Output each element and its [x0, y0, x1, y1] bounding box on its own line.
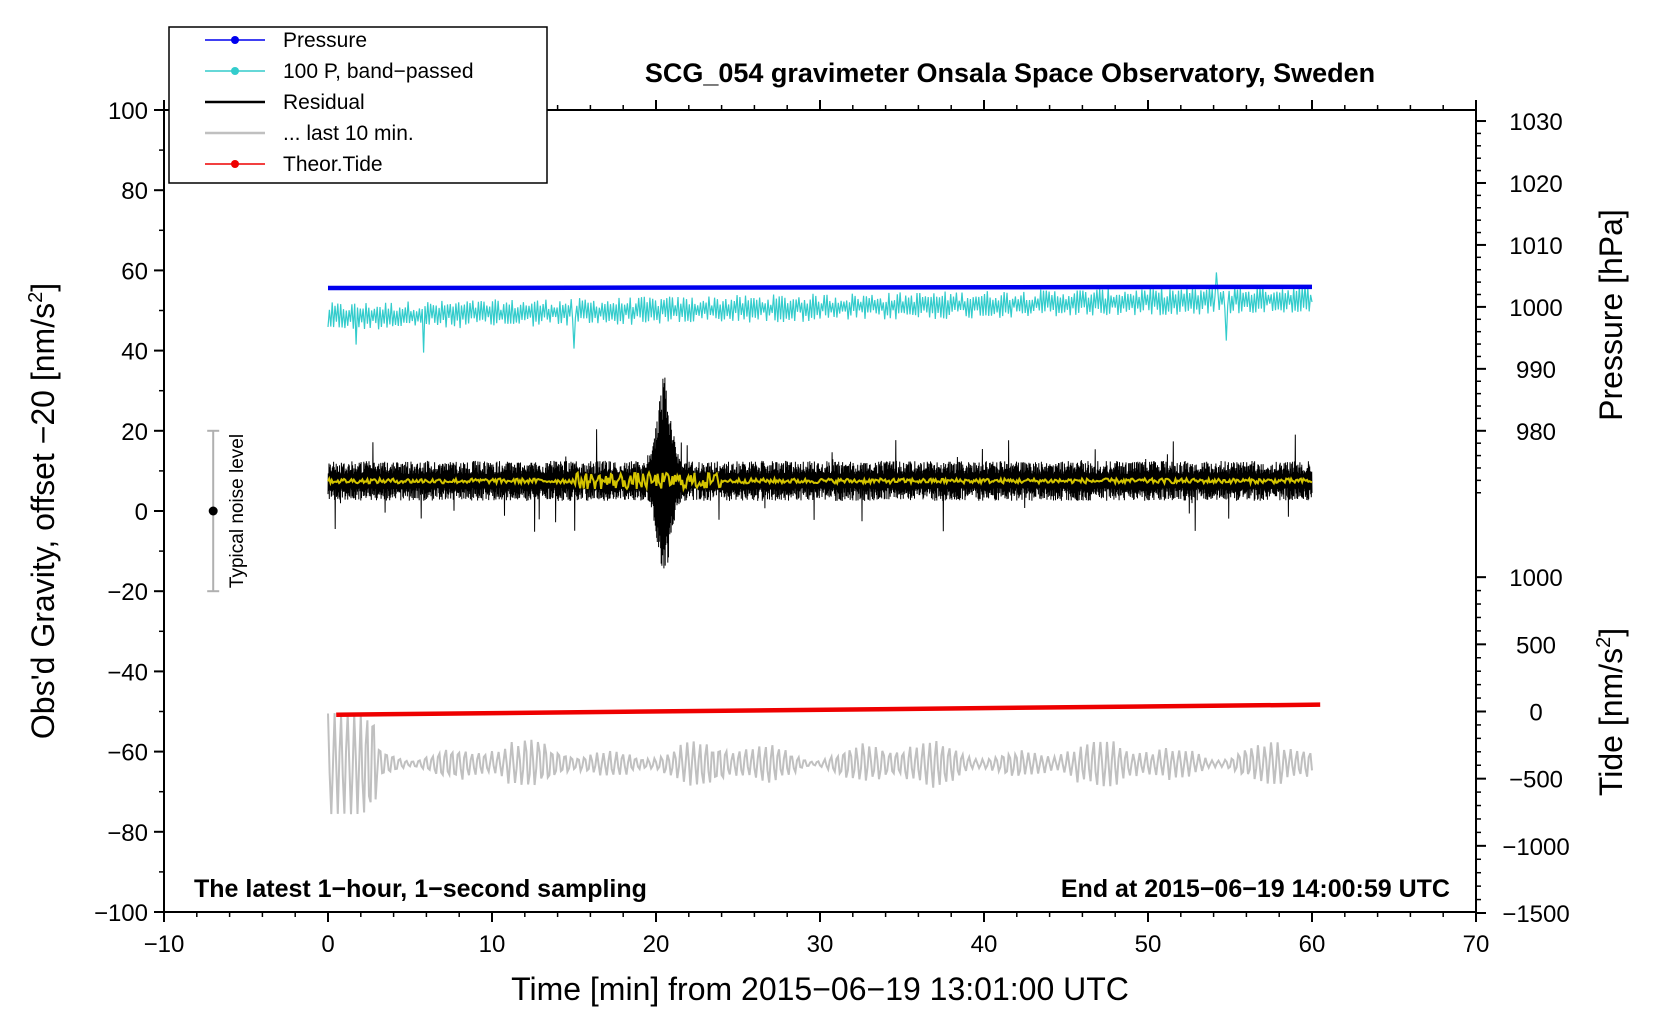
pressure-axis: 980 990 1000 1010 1020 1030: [1476, 109, 1563, 494]
y-tick-label: 20: [121, 419, 148, 446]
y-tick-label: −60: [107, 740, 148, 767]
pressure-tick-label: 1010: [1509, 233, 1562, 260]
pressure-tick-label: 990: [1516, 357, 1556, 384]
tide-axis: 1000 500 0 −500 −1000 −1500: [1476, 565, 1570, 928]
legend-label: Pressure: [283, 29, 367, 52]
tide-tick-label: −1500: [1502, 901, 1569, 928]
chart-title: SCG_054 gravimeter Onsala Space Observat…: [645, 58, 1375, 88]
series-layer: [327, 272, 1321, 815]
tide-tick-label: 1000: [1509, 565, 1562, 592]
legend-label: Theor.Tide: [283, 153, 383, 176]
y-tick-label: 60: [121, 258, 148, 285]
tide-tick-label: −500: [1509, 767, 1563, 794]
legend-marker: [231, 36, 239, 44]
pressure-tick-label: 1000: [1509, 295, 1562, 322]
x-tick-label: 70: [1463, 931, 1490, 958]
last-10-min-line: [327, 713, 1313, 815]
x-tick-label: 20: [643, 931, 670, 958]
legend-label: ... last 10 min.: [283, 122, 414, 145]
band-passed-pressure-line: [327, 272, 1313, 353]
noise-center-dot: [208, 506, 218, 516]
y-tick-label: −20: [107, 579, 148, 606]
y-tick-label: 40: [121, 339, 148, 366]
end-time-note: End at 2015−06−19 14:00:59 UTC: [1061, 875, 1450, 903]
x-tick-label: 0: [321, 931, 334, 958]
y-tick-label: −100: [94, 900, 148, 927]
x-tick-label: 10: [479, 931, 506, 958]
x-tick-label: 50: [1135, 931, 1162, 958]
plot-frame: [163, 109, 1477, 913]
tide-tick-label: −1000: [1502, 834, 1569, 861]
theor-tide-line: [336, 702, 1321, 717]
x-axis: −10 0 10 20 30 40 50 60 70: [144, 100, 1490, 958]
pressure-tick-label: 980: [1516, 419, 1556, 446]
tide-tick-label: 0: [1529, 700, 1542, 727]
legend-marker: [231, 67, 239, 75]
tide-axis-title: Tide [nm/s2]: [1593, 628, 1629, 796]
x-axis-title: Time [min] from 2015−06−19 13:01:00 UTC: [511, 971, 1129, 1007]
pressure-tick-label: 1020: [1509, 171, 1562, 198]
y-tick-label: 100: [108, 98, 148, 125]
x-tick-label: −10: [144, 931, 185, 958]
typical-noise-bar: Typical noise level: [207, 429, 248, 593]
y-tick-label: 0: [135, 499, 148, 526]
x-tick-label: 40: [971, 931, 998, 958]
pressure-tick-label: 1030: [1509, 109, 1562, 136]
y-tick-label: −40: [107, 659, 148, 686]
pressure-axis-title: Pressure [hPa]: [1593, 209, 1629, 421]
x-tick-label: 60: [1299, 931, 1326, 958]
y-tick-label: 80: [121, 178, 148, 205]
noise-label: Typical noise level: [227, 434, 248, 588]
residual-smoothed-line: [327, 470, 1313, 493]
legend-label: 100 P, band−passed: [283, 60, 474, 83]
pressure-line: [327, 284, 1313, 291]
residual-line: [327, 377, 1313, 569]
x-tick-label: 30: [807, 931, 834, 958]
legend-label: Residual: [283, 91, 365, 114]
sampling-note: The latest 1−hour, 1−second sampling: [194, 875, 647, 903]
y-axis-title: Obs'd Gravity, offset −20 [nm/s2]: [25, 283, 61, 739]
legend: Pressure 100 P, band−passed Residual ... la…: [168, 26, 548, 184]
y-tick-label: −80: [107, 820, 148, 847]
legend-box: [168, 26, 548, 184]
y-axis-left: 100 80 60 40 20 0 −20 −40 −60 −80 −100: [94, 98, 164, 927]
legend-marker: [231, 160, 239, 168]
tide-tick-label: 500: [1516, 632, 1556, 659]
